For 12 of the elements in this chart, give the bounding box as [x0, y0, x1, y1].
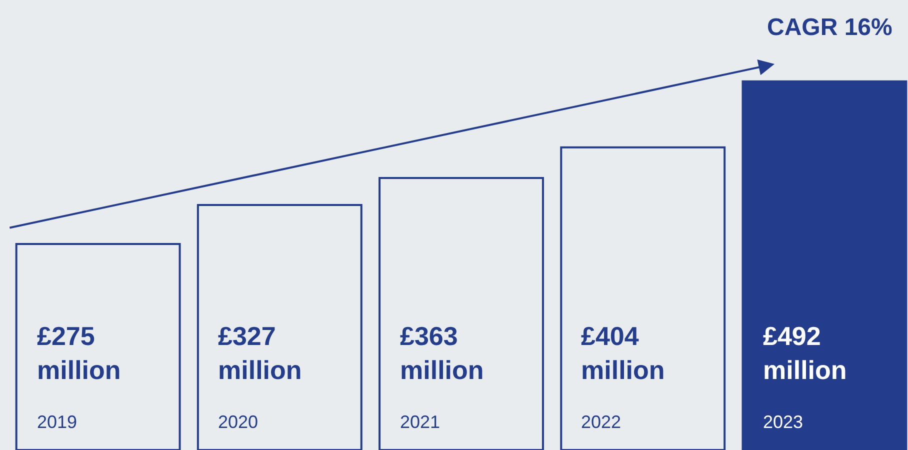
bar: [742, 80, 908, 450]
data-label: £492 million: [763, 321, 847, 385]
x-tick-label: 2022: [581, 412, 622, 432]
data-label: £327 million: [218, 321, 302, 385]
data-label: £363 million: [400, 321, 484, 385]
x-tick-label: 2023: [763, 412, 804, 432]
data-label: £404 million: [581, 321, 665, 385]
x-tick-label: 2019: [37, 412, 78, 432]
text: CAGR 16%: [767, 14, 892, 41]
data-label: £275 million: [37, 321, 121, 385]
x-tick-label: 2020: [218, 412, 258, 432]
x-tick-label: 2021: [400, 412, 440, 432]
